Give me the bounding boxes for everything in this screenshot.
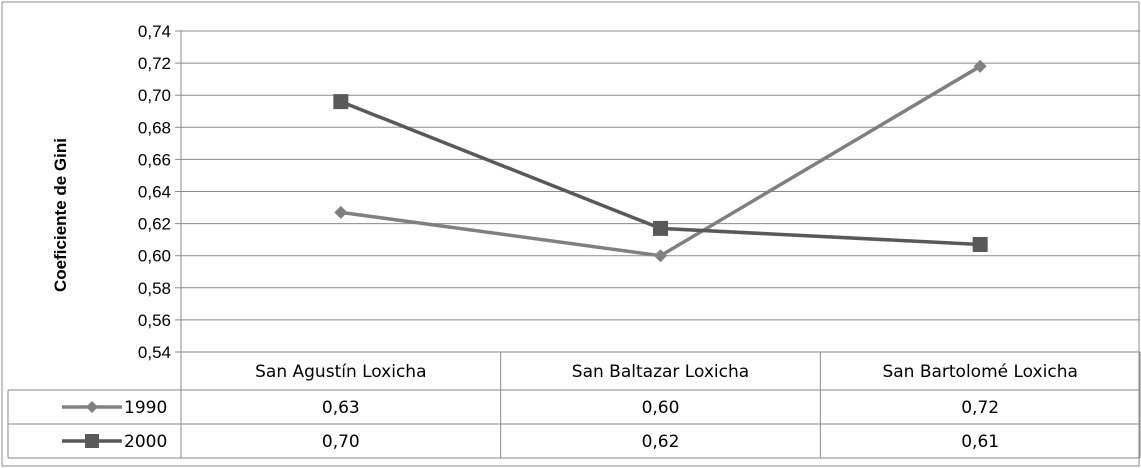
- data-point-diamond: [973, 59, 987, 73]
- y-tick-label: 0,58: [138, 279, 171, 298]
- legend-label: 2000: [124, 432, 167, 452]
- y-tick-label: 0,66: [138, 150, 171, 169]
- table-value: 0,60: [642, 398, 680, 418]
- data-point-diamond: [334, 205, 348, 219]
- y-tick-label: 0,64: [138, 183, 171, 202]
- y-tick-label: 0,68: [138, 118, 171, 137]
- series-1990: [334, 59, 987, 263]
- table-value: 0,70: [322, 432, 360, 452]
- category-label: San Agustín Loxicha: [255, 362, 426, 382]
- y-tick-label: 0,74: [138, 22, 171, 41]
- y-tick-label: 0,70: [138, 86, 171, 105]
- y-axis-title: Coeficiente de Gini: [51, 138, 70, 292]
- data-point-diamond: [86, 401, 98, 413]
- data-point-square: [85, 434, 99, 448]
- y-tick-label: 0,56: [138, 311, 171, 330]
- table-value: 0,61: [961, 432, 999, 452]
- table-value: 0,62: [642, 432, 680, 452]
- data-point-diamond: [654, 249, 667, 263]
- y-tick-label: 0,62: [138, 215, 171, 234]
- data-point-square: [333, 94, 349, 110]
- y-tick-label: 0,72: [138, 54, 171, 73]
- legend-key-1990: 1990: [62, 398, 167, 418]
- category-label: San Bartolomé Loxicha: [882, 362, 1077, 382]
- data-point-square: [972, 236, 988, 252]
- category-label: San Baltazar Loxicha: [572, 362, 749, 382]
- table-value: 0,72: [961, 398, 999, 418]
- legend-key-2000: 2000: [62, 432, 167, 452]
- legend-label: 1990: [124, 398, 167, 418]
- y-tick-label: 0,54: [138, 343, 171, 362]
- table-value: 0,63: [322, 398, 360, 418]
- series-2000: [333, 94, 988, 252]
- data-point-square: [653, 220, 668, 236]
- y-tick-label: 0,60: [138, 247, 171, 266]
